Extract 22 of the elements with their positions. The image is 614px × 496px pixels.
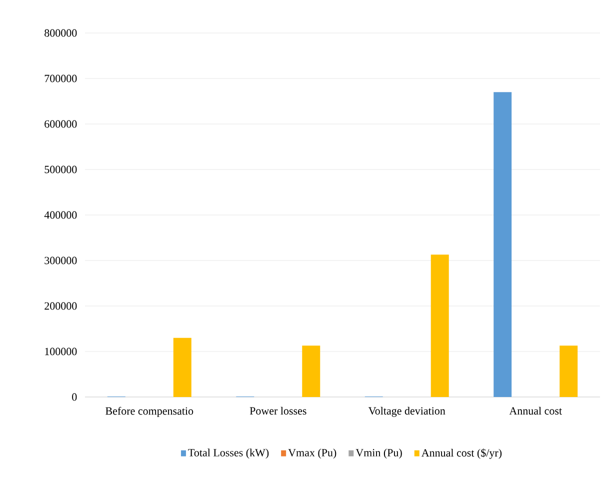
bar [302,346,320,397]
bar [560,346,578,397]
x-tick-label: Power losses [250,406,306,415]
x-tick-label: Before compensatio [106,406,194,417]
y-tick-label: 500000 [44,166,77,174]
x-tick-label: Annual cost [509,406,562,415]
bar [173,338,192,397]
y-tick-label: 800000 [44,29,77,37]
y-tick-label: 700000 [44,74,77,82]
legend-label: Annual cost ($/yr) [421,448,502,459]
legend-label: Vmin (Pu) [356,448,402,459]
y-tick-label: 100000 [45,348,77,356]
y-tick-label: 600000 [44,120,77,128]
bar [494,92,512,397]
bar [430,254,449,397]
y-tick-label: 300000 [44,256,77,264]
x-tick-label: Voltage deviation [368,406,446,417]
legend-label: Total Losses (kW) [188,448,269,459]
y-tick-label: 400000 [44,211,77,219]
legend-label: Vmax (Pu) [288,448,336,459]
y-tick-label: 200000 [44,302,77,310]
y-tick-label: 0 [72,393,77,401]
